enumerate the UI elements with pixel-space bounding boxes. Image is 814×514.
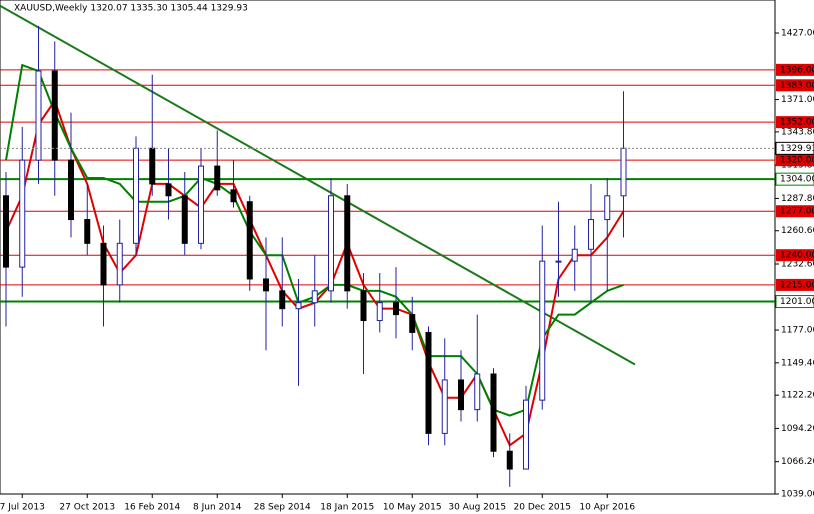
last-price-box [775,141,814,155]
candle-body [441,379,448,434]
candle-body [295,302,302,310]
x-tick-label: 10 May 2015 [383,503,442,513]
candle-body [263,278,269,292]
candle-body [100,242,107,286]
candle-body [84,219,91,244]
candle-body [279,290,286,310]
level-box [776,154,814,167]
level-label: 1304.00 [780,175,814,185]
candle-body [246,201,253,280]
y-tick-label: 1122.20 [781,391,814,401]
y-tick-label: 1066.20 [781,457,814,467]
x-tick-label: 16 Feb 2014 [124,503,180,513]
x-tick-label: 18 Jan 2015 [320,503,374,513]
candle-body [181,195,188,244]
candle-body [133,147,139,244]
level-box [776,205,814,218]
candle-body [344,195,351,292]
level-label: 1277.00 [780,207,814,217]
candle-body [604,195,611,221]
candle-body [620,147,627,197]
last-price-label: 1329.93 [780,144,814,154]
level-label: 1396.00 [780,65,814,75]
trendline [0,4,636,366]
level-box [776,249,814,262]
x-tick-label: 20 Dec 2015 [514,503,572,513]
candle-body [3,195,9,268]
level-label: 1383.00 [780,81,814,91]
x-tick-label: 27 Oct 2013 [59,503,115,513]
candle-body [311,290,318,304]
level-label: 1352.00 [780,118,814,128]
candle-body [116,242,123,286]
x-tick-label: 28 Sep 2014 [254,503,311,513]
level-label: 1215.00 [780,280,814,290]
x-tick-label: 10 Apr 2016 [579,503,635,513]
y-tick-label: 1287.80 [781,194,814,204]
level-label: 1240.00 [780,251,814,261]
y-tick-label: 1427.00 [781,29,814,39]
candle-body [214,165,221,191]
candle-body [393,302,399,316]
candle-body [458,379,464,411]
candle-body [35,70,42,161]
candle-body [149,147,156,185]
candle-body [539,260,546,401]
plot-frame [0,0,776,495]
candle-body [360,290,367,322]
level-label: 1320.00 [780,156,814,166]
candle-body [523,399,529,470]
y-tick-label: 1177.00 [781,326,814,336]
candle-body [555,260,562,263]
y-tick-label: 1371.00 [781,95,814,105]
x-tick-label: 30 Aug 2015 [448,503,506,513]
y-tick-label: 1094.20 [781,424,814,434]
level-box [776,116,814,129]
candle-body [409,314,416,333]
x-tick-label: 8 Jun 2014 [193,503,242,513]
candle-body [474,373,481,411]
chart-title: XAUUSD,Weekly 1320.07 1335.30 1305.44 13… [14,4,248,14]
level-box [776,63,814,76]
candle-body [490,373,497,452]
y-tick-label: 1260.60 [781,226,814,236]
y-tick-label: 1343.80 [781,127,814,137]
y-tick-label: 1232.60 [781,259,814,269]
candle-body [198,165,204,244]
level-box [775,295,814,309]
candle-body [571,248,578,262]
level-box [776,278,814,291]
candle-body [376,302,383,322]
y-tick-label: 1149.40 [781,358,814,368]
candle-body [68,159,74,221]
candle-body [506,450,513,470]
candle-body [19,159,26,268]
candle-body [165,183,172,197]
level-box [776,79,814,92]
candle-body [425,331,432,434]
candle-body [588,219,594,250]
y-tick-label: 1039.00 [781,490,814,500]
candle-body [51,70,58,161]
candle-body [328,195,334,292]
x-tick-label: 7 Jul 2013 [0,503,45,513]
level-label: 1201.00 [780,297,814,307]
level-box [775,172,814,186]
candle-body [230,189,237,203]
